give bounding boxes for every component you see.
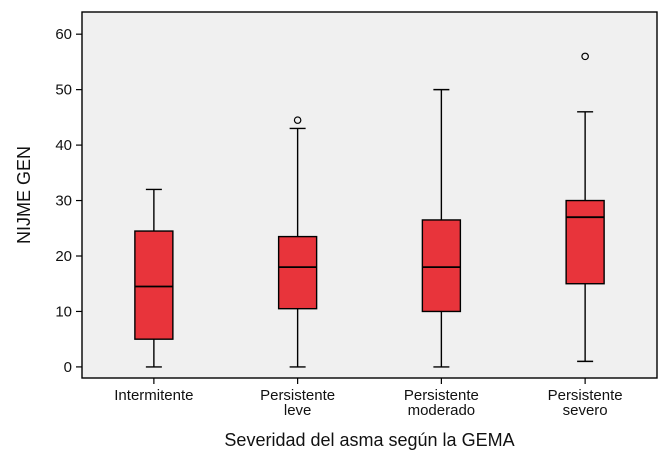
y-tick-label: 30 (55, 193, 72, 210)
outlier-point (293, 116, 302, 124)
x-tick-label-line: Persistente (548, 387, 623, 404)
box (565, 199, 605, 285)
x-tick-label-line: severo (563, 402, 608, 419)
plot-area (81, 11, 658, 379)
box-group (565, 52, 605, 363)
box (134, 230, 174, 340)
y-tick-label: 40 (55, 137, 72, 154)
y-tick-label: 10 (55, 303, 72, 320)
x-tick-label: Persistente severo (548, 387, 623, 419)
y-tick-label: 20 (55, 248, 72, 265)
outlier-point (581, 52, 589, 61)
box-group (134, 188, 174, 368)
x-tick-label-line: Intermitente (114, 387, 193, 404)
y-tick-label: 60 (55, 26, 72, 43)
y-tick-label: 50 (55, 82, 72, 99)
x-tick-label: Intermitente (114, 387, 193, 404)
y-tick-label: 0 (64, 359, 72, 376)
x-axis-title: Severidad del asma según la GEMA (224, 430, 514, 450)
y-axis-title: NIJME GEN (14, 146, 34, 244)
box (421, 219, 462, 313)
x-tick-label: Persistente moderado (404, 387, 479, 419)
x-tick-label-line: leve (284, 402, 312, 419)
box-group (421, 88, 462, 368)
x-tick-label-line: Persistente (404, 387, 479, 404)
x-tick-label: Persistente leve (260, 387, 335, 419)
x-tick-label-line: Persistente (260, 387, 335, 404)
box-group (277, 116, 318, 368)
y-axis: 0 10 20 30 40 50 60 (55, 26, 82, 376)
x-tick-label-line: moderado (408, 402, 476, 419)
box (277, 235, 318, 310)
